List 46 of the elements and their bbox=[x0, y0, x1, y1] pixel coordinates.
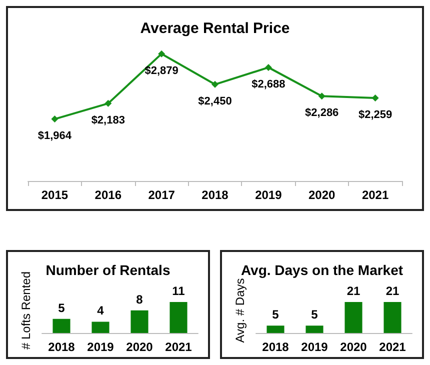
y-axis-title: Avg. # Days bbox=[233, 278, 247, 343]
chart-title: Number of Rentals bbox=[46, 262, 170, 278]
data-label: 8 bbox=[136, 292, 144, 306]
bar bbox=[170, 302, 188, 333]
x-tick-label: 2021 bbox=[165, 340, 192, 354]
data-label: $2,183 bbox=[91, 114, 125, 126]
bar bbox=[52, 318, 70, 333]
chart-title: Avg. Days on the Market bbox=[240, 262, 404, 278]
x-tick-label: 2018 bbox=[262, 340, 290, 354]
point bbox=[51, 116, 58, 123]
x-tick-label: 2021 bbox=[362, 188, 389, 202]
point bbox=[158, 50, 166, 58]
point bbox=[318, 92, 326, 100]
x-tick-label: 2019 bbox=[87, 340, 114, 354]
data-label: $1,964 bbox=[38, 130, 72, 142]
x-tick-label: 2017 bbox=[148, 188, 176, 202]
x-tick-label: 2018 bbox=[48, 340, 76, 354]
data-label: 21 bbox=[346, 284, 360, 298]
x-tick-label: 2016 bbox=[94, 188, 122, 202]
data-label: 4 bbox=[97, 304, 104, 318]
data-label: 5 bbox=[311, 308, 318, 322]
data-label: 5 bbox=[58, 300, 66, 315]
data-label: $2,879 bbox=[144, 64, 178, 77]
data-label: $2,259 bbox=[358, 109, 392, 122]
data-label: $2,450 bbox=[198, 95, 232, 108]
x-tick-label: 2019 bbox=[301, 340, 328, 354]
data-label: 21 bbox=[386, 284, 400, 298]
x-tick-label: 2020 bbox=[126, 340, 154, 354]
point bbox=[104, 100, 112, 107]
data-label: 5 bbox=[272, 308, 280, 322]
point bbox=[264, 64, 272, 71]
x-tick-label: 2020 bbox=[308, 188, 336, 202]
x-tick-label: 2019 bbox=[255, 188, 282, 202]
x-tick-label: 2021 bbox=[379, 340, 406, 354]
chart-title: Average Rental Price bbox=[140, 20, 290, 37]
y-axis-title: # Lofts Rented bbox=[19, 271, 33, 350]
x-tick-label: 2015 bbox=[41, 188, 68, 202]
x-tick-label: 2020 bbox=[340, 340, 368, 354]
bar bbox=[92, 322, 110, 333]
bar bbox=[130, 310, 148, 333]
data-label: $2,688 bbox=[252, 78, 286, 90]
point bbox=[212, 80, 218, 88]
x-tick-label: 2018 bbox=[202, 188, 229, 202]
point bbox=[372, 94, 379, 102]
data-label: 11 bbox=[172, 284, 186, 298]
data-label: $2,286 bbox=[305, 107, 339, 120]
